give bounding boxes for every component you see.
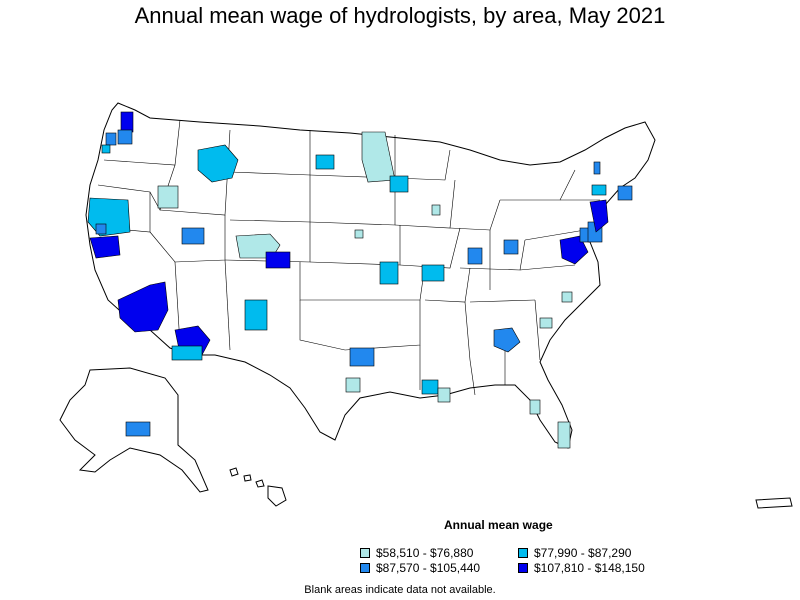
map-title: Annual mean wage of hydrologists, by are… [134, 3, 666, 28]
area-oklahoma [349, 347, 375, 367]
legend-swatch-2 [518, 548, 528, 558]
area-ny [591, 184, 607, 196]
area-in [503, 239, 519, 255]
area-ca-small [95, 223, 107, 235]
legend-item-1: $58,510 - $76,880 [360, 546, 473, 560]
area-mn-north [361, 131, 396, 183]
area-ms [437, 387, 451, 403]
area-al [421, 379, 439, 395]
state-borders [97, 119, 600, 396]
legend-item-4: $107,810 - $148,150 [518, 561, 645, 575]
area-ks-city [379, 261, 399, 285]
area-atlanta [493, 327, 521, 353]
wage-areas [87, 111, 633, 449]
legend-label-1: $58,510 - $76,880 [376, 546, 474, 560]
blank-areas-note: Blank areas indicate data not available. [304, 584, 496, 596]
area-mo [421, 264, 445, 282]
area-mi [431, 204, 441, 216]
area-boise [197, 144, 239, 183]
area-va [561, 291, 573, 303]
puerto-rico [755, 497, 793, 509]
area-anchorage [125, 421, 151, 437]
area-il [467, 247, 483, 265]
legend-label-2: $77,990 - $87,290 [534, 546, 632, 560]
conterminous-us-outline [85, 102, 656, 449]
legend-item-3: $87,570 - $105,440 [360, 561, 480, 575]
legend-swatch-1 [360, 548, 370, 558]
area-tx-north [345, 377, 361, 393]
area-minneapolis [389, 175, 409, 193]
legend-title: Annual mean wage [444, 518, 553, 532]
area-portland [117, 129, 133, 145]
legend-swatch-4 [518, 563, 528, 573]
legend-label-4: $107,810 - $148,150 [534, 561, 645, 575]
area-albuquerque [244, 299, 268, 331]
area-southern-ca [117, 281, 169, 333]
area-tn [539, 317, 553, 329]
legend-label-3: $87,570 - $105,440 [376, 561, 481, 575]
legend-item-2: $77,990 - $87,290 [518, 546, 631, 560]
area-ct [617, 185, 633, 201]
area-sf [89, 235, 121, 259]
area-wa-small [101, 144, 111, 154]
area-nd [315, 154, 335, 170]
area-ny-north [593, 161, 601, 175]
area-ny-nj [589, 199, 609, 233]
area-fl-south [557, 421, 571, 449]
area-tucson [171, 345, 203, 361]
legend-swatch-3 [360, 563, 370, 573]
area-seattle [120, 111, 134, 133]
area-dc [559, 235, 589, 265]
area-id-south [157, 185, 179, 209]
hawaii-islands [229, 467, 287, 507]
area-mn-south [354, 229, 364, 239]
area-fl-north [529, 399, 541, 415]
area-olympia [105, 132, 117, 146]
area-denver [265, 251, 291, 269]
area-slc [181, 227, 205, 245]
